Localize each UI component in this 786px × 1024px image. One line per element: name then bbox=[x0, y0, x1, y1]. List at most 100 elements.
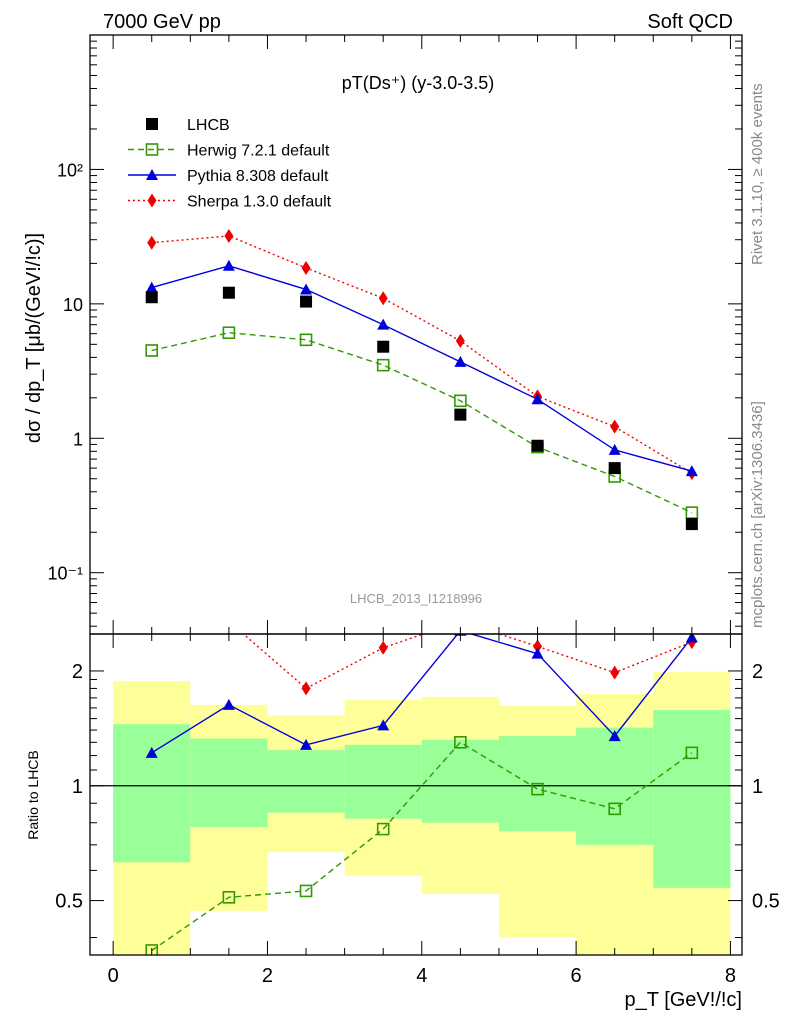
data-point-pythia-8-308-default bbox=[145, 281, 158, 293]
legend-entry-sherpa-1-3-0-default: Sherpa 1.3.0 default bbox=[128, 193, 332, 211]
main-plot-panel: 10⁻¹ 1 10 10² bbox=[47, 34, 743, 635]
data-point-pythia-8-308-default bbox=[608, 730, 621, 742]
data-point-sherpa-1-3-0-default bbox=[301, 260, 311, 275]
inner-band bbox=[421, 739, 499, 823]
data-point-lhcb bbox=[454, 408, 467, 421]
data-point-herwig-7-2-1-default bbox=[222, 326, 236, 340]
data-point-sherpa-1-3-0-default bbox=[301, 681, 311, 696]
series-line-pythia-8-308-default bbox=[151, 634, 693, 754]
series-pythia-8-308-default bbox=[145, 634, 698, 758]
series-line-herwig-7-2-1-default bbox=[151, 331, 693, 514]
y-tick-label: 1 bbox=[72, 776, 83, 798]
data-point-lhcb bbox=[531, 439, 544, 452]
data-point-herwig-7-2-1-default bbox=[608, 802, 621, 816]
data-point-pythia-8-308-default bbox=[145, 746, 158, 758]
legend-marker bbox=[146, 118, 158, 130]
data-point-herwig-7-2-1-default bbox=[454, 736, 467, 749]
data-point-pythia-8-308-default bbox=[685, 465, 698, 477]
main-y-axis-label: dσ / dp_T [μb/(GeV!/!c)] bbox=[23, 233, 45, 443]
data-point-pythia-8-308-default bbox=[531, 647, 544, 659]
x-tick-label: 0 bbox=[108, 965, 119, 987]
data-point-sherpa-1-3-0-default bbox=[610, 419, 620, 434]
series-line-herwig-7-2-1-default bbox=[151, 741, 693, 952]
data-point-lhcb bbox=[608, 462, 621, 475]
energy-label: 7000 GeV pp bbox=[103, 11, 221, 33]
series-pythia-8-308-default bbox=[145, 259, 698, 477]
data-point-herwig-7-2-1-default bbox=[454, 394, 467, 408]
ratio-plot-panel: 0.5 0.5 1 1 2 2 0 2 4 6 8 bbox=[55, 633, 780, 987]
y-tick-label-right: 1 bbox=[752, 776, 763, 798]
data-point-herwig-7-2-1-default bbox=[222, 891, 236, 904]
ratio-y-axis-label: Ratio to LHCB bbox=[25, 750, 41, 839]
x-tick-label: 6 bbox=[571, 965, 582, 987]
data-point-sherpa-1-3-0-default bbox=[533, 639, 543, 654]
data-point-pythia-8-308-default bbox=[377, 318, 390, 330]
category-label: Soft QCD bbox=[647, 11, 733, 33]
data-point-sherpa-1-3-0-default bbox=[378, 640, 388, 655]
legend-marker bbox=[146, 169, 158, 180]
y-tick-label: 0.5 bbox=[55, 891, 83, 913]
x-tick-label: 4 bbox=[416, 965, 427, 987]
rivet-label: Rivet 3.1.10, ≥ 400k events bbox=[749, 83, 766, 265]
axis-ticks: 0.5 0.5 1 1 2 2 0 2 4 6 8 bbox=[55, 634, 780, 987]
data-point-pythia-8-308-default bbox=[222, 698, 235, 710]
inner-band bbox=[267, 750, 345, 813]
data-point-herwig-7-2-1-default bbox=[685, 746, 699, 760]
data-point-lhcb bbox=[222, 286, 235, 299]
inner-band bbox=[113, 724, 191, 863]
main-title: pT(Ds⁺) (y-3.0-3.5) bbox=[342, 73, 495, 93]
y-tick-label: 10 bbox=[63, 295, 83, 315]
y-tick-label-right: 0.5 bbox=[752, 891, 780, 913]
legend-label: Pythia 8.308 default bbox=[187, 168, 329, 185]
inner-band bbox=[344, 744, 422, 819]
data-point-herwig-7-2-1-default bbox=[145, 344, 159, 357]
x-tick-label: 2 bbox=[262, 965, 273, 987]
legend-entry-lhcb: LHCB bbox=[146, 117, 230, 134]
data-point-herwig-7-2-1-default bbox=[531, 782, 544, 796]
axis-ticks: 10⁻¹ 1 10 10² bbox=[47, 35, 742, 634]
data-point-pythia-8-308-default bbox=[222, 259, 235, 271]
data-point-lhcb bbox=[377, 340, 390, 353]
data-point-pythia-8-308-default bbox=[608, 443, 621, 455]
series-herwig-7-2-1-default bbox=[145, 736, 699, 955]
series-line-pythia-8-308-default bbox=[151, 265, 692, 472]
data-point-lhcb bbox=[145, 291, 158, 304]
legend-marker bbox=[145, 143, 159, 156]
data-point-pythia-8-308-default bbox=[531, 393, 544, 405]
data-point-herwig-7-2-1-default bbox=[145, 944, 159, 955]
y-tick-label: 10⁻¹ bbox=[47, 564, 83, 584]
legend-label: Sherpa 1.3.0 default bbox=[187, 194, 332, 211]
analysis-label: LHCB_2013_I1218996 bbox=[350, 591, 482, 606]
data-point-herwig-7-2-1-default bbox=[685, 506, 699, 519]
data-point-herwig-7-2-1-default bbox=[299, 884, 313, 898]
data-point-sherpa-1-3-0-default bbox=[455, 333, 465, 348]
data-point-herwig-7-2-1-default bbox=[299, 333, 313, 347]
series-line-sherpa-1-3-0-default bbox=[151, 235, 693, 474]
inner-band bbox=[190, 738, 268, 827]
data-point-herwig-7-2-1-default bbox=[376, 822, 390, 836]
data-point-pythia-8-308-default bbox=[300, 738, 313, 750]
legend-entry-herwig-7-2-1-default: Herwig 7.2.1 default bbox=[128, 143, 330, 160]
data-point-sherpa-1-3-0-default bbox=[224, 228, 234, 243]
data-point-lhcb bbox=[300, 295, 313, 308]
data-point-pythia-8-308-default bbox=[377, 719, 390, 731]
legend-marker bbox=[147, 193, 157, 208]
data-point-herwig-7-2-1-default bbox=[376, 358, 390, 372]
data-point-pythia-8-308-default bbox=[300, 283, 313, 295]
ratio-frame bbox=[89, 633, 743, 956]
y-tick-label: 1 bbox=[73, 429, 83, 449]
legend-entry-pythia-8-308-default: Pythia 8.308 default bbox=[128, 168, 329, 185]
data-point-sherpa-1-3-0-default bbox=[378, 291, 388, 306]
legend-label: LHCB bbox=[187, 117, 230, 134]
x-axis-label: p_T [GeV!/!c] bbox=[625, 989, 742, 1011]
series-lhcb bbox=[145, 286, 698, 531]
source-label: mcplots.cern.ch [arXiv:1306.3436] bbox=[749, 401, 766, 628]
y-tick-label: 10² bbox=[57, 160, 83, 180]
data-point-pythia-8-308-default bbox=[454, 355, 467, 367]
data-point-sherpa-1-3-0-default bbox=[610, 665, 620, 680]
uncertainty-bands bbox=[113, 671, 731, 955]
data-point-lhcb bbox=[685, 518, 698, 531]
legend: LHCB Herwig 7.2.1 default Pythia 8.308 def… bbox=[128, 117, 332, 211]
legend-label: Herwig 7.2.1 default bbox=[187, 143, 330, 160]
